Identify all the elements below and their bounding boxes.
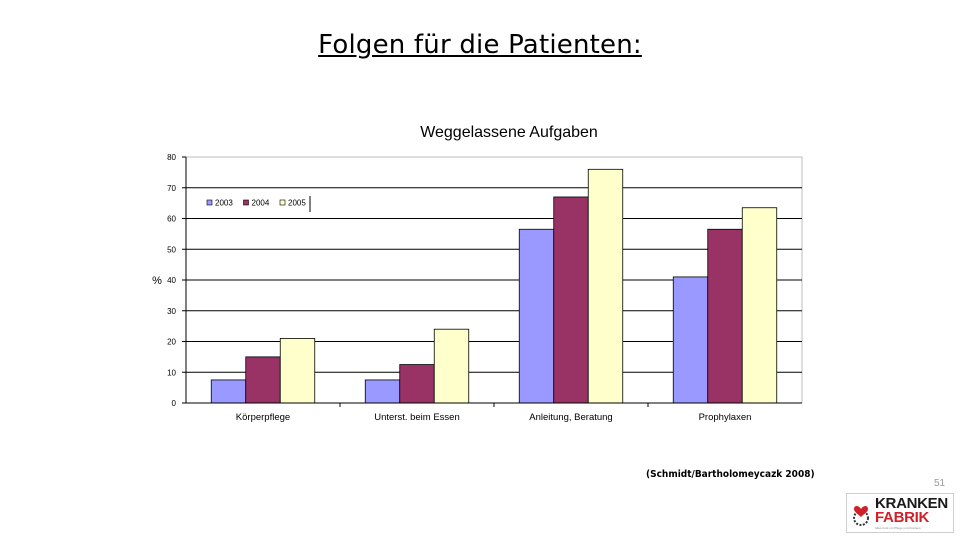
legend-label-2004: 2004 (252, 199, 270, 208)
bar-2004 (707, 228, 743, 404)
y-tick-label: 10 (167, 368, 176, 377)
y-tick-label: 50 (167, 245, 176, 254)
source-citation: (Schmidt/Bartholomeycazk 2008) (646, 469, 815, 480)
axes: 0 10 20 30 40 50 60 70 80 Körperpflege Unterst. be… (167, 153, 802, 423)
bar-2005 (279, 338, 316, 404)
chart-title: Weggelassene Aufgaben (420, 124, 598, 141)
bar-2005 (433, 328, 470, 404)
bar-2005 (587, 168, 624, 404)
logo-text-top: KRANKEN (875, 495, 948, 512)
x-tick-label: Anleitung, Beratung (529, 412, 612, 423)
bar-2004 (553, 196, 589, 404)
kranken-fabrik-logo: KRANKEN FABRIK Alles rund um Pflege und … (846, 493, 954, 533)
bar-2005 (741, 207, 778, 404)
legend-label-2005: 2005 (288, 199, 306, 208)
logo-text-bottom: FABRIK (875, 509, 930, 526)
bar-2004 (245, 356, 281, 404)
legend-swatch-2004 (243, 199, 249, 206)
page-number: 51 (934, 478, 946, 489)
legend-label-2003: 2003 (215, 199, 233, 208)
bar-2003 (672, 276, 709, 404)
y-tick-label: 40 (167, 276, 176, 285)
y-tick-label: 70 (167, 184, 176, 193)
heart-gear-icon (853, 506, 869, 526)
x-tick-label: Körperpflege (236, 412, 290, 423)
bar-2003 (210, 379, 247, 404)
bar-2004 (399, 364, 435, 404)
x-tick-label: Prophylaxen (699, 412, 752, 423)
y-axis-label: % (152, 275, 162, 287)
x-tick-label: Unterst. beim Essen (374, 412, 460, 423)
legend: 2003 2004 2005 (206, 196, 311, 212)
bar-2003 (518, 228, 555, 404)
y-tick-label: 30 (167, 307, 176, 316)
bar-2003 (364, 379, 401, 404)
legend-swatch-2005 (279, 199, 286, 206)
y-tick-label: 60 (167, 215, 176, 224)
y-tick-label: 80 (167, 153, 176, 162)
y-tick-label: 0 (172, 399, 177, 408)
legend-swatch-2003 (206, 199, 213, 206)
logo-tagline: Alles rund um Pflege und Kranken (875, 526, 921, 530)
slide-title: Folgen für die Patienten: (318, 30, 642, 60)
y-tick-label: 20 (167, 338, 176, 347)
